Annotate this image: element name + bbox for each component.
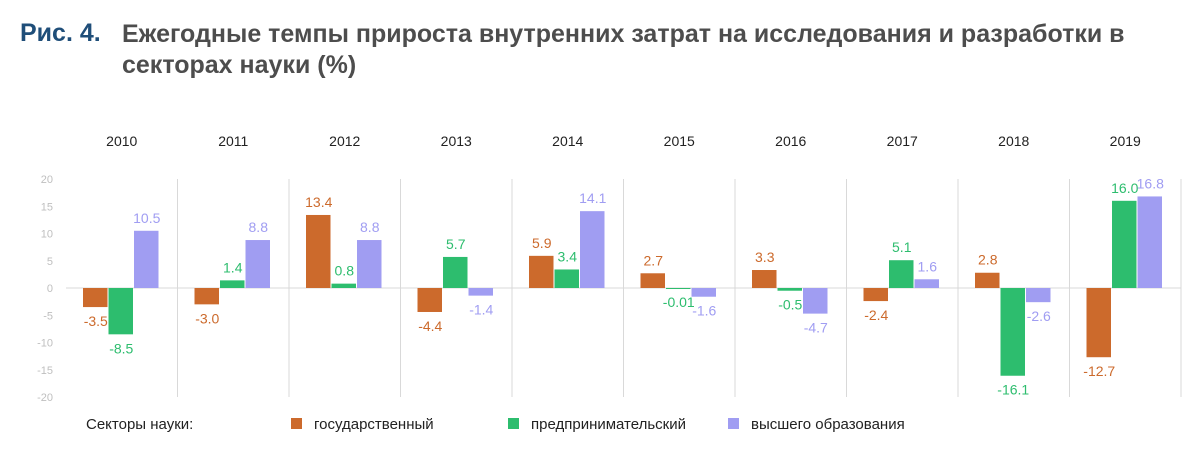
bar-edu [803, 288, 828, 314]
data-label-gov: 5.9 [532, 235, 552, 251]
bar-biz [666, 288, 691, 289]
data-label-biz: 16.0 [1111, 180, 1138, 196]
bar-biz [554, 269, 579, 288]
year-label: 2015 [664, 133, 695, 149]
data-label-gov: -3.0 [195, 310, 219, 326]
data-label-gov: 2.7 [644, 252, 664, 268]
year-label: 2014 [552, 133, 583, 149]
bar-biz [1000, 288, 1025, 376]
data-label-edu: -4.7 [804, 320, 828, 336]
data-label-biz: -16.1 [997, 382, 1029, 398]
data-label-biz: 5.1 [892, 239, 912, 255]
bar-biz [777, 288, 802, 291]
data-label-biz: -0.01 [663, 294, 695, 310]
data-label-edu: 10.5 [133, 210, 160, 226]
bar-gov [194, 288, 219, 305]
year-label: 2011 [218, 133, 248, 149]
bar-edu [691, 288, 716, 297]
y-tick-label: -5 [43, 310, 53, 322]
bar-edu [914, 279, 939, 288]
data-label-gov: 3.3 [755, 249, 775, 265]
bar-biz [889, 260, 914, 288]
legend-label-gov: государственный [314, 416, 434, 433]
data-label-edu: -2.6 [1027, 308, 1051, 324]
data-label-gov: 13.4 [305, 194, 332, 210]
y-tick-label: 20 [41, 174, 53, 186]
data-label-edu: 8.8 [249, 219, 269, 235]
y-tick-label: -10 [37, 338, 53, 350]
year-label: 2017 [887, 133, 918, 149]
bar-biz [220, 280, 245, 288]
data-label-edu: -1.4 [469, 302, 493, 318]
legend-label-biz: предпринимательский [531, 416, 686, 433]
data-label-edu: 8.8 [360, 219, 380, 235]
y-tick-label: 15 [41, 201, 53, 213]
data-label-gov: -4.4 [418, 318, 442, 334]
bar-gov [306, 214, 331, 288]
bar-gov [83, 288, 108, 308]
data-label-gov: -2.4 [864, 307, 888, 323]
bar-gov [417, 288, 442, 312]
bar-edu [468, 288, 493, 296]
year-label: 2010 [106, 133, 137, 149]
bar-gov [529, 255, 554, 288]
data-label-gov: -3.5 [84, 313, 108, 329]
data-label-biz: 3.4 [558, 248, 578, 264]
y-tick-label: 10 [41, 229, 53, 241]
legend-swatch-biz [508, 418, 519, 429]
bar-edu [245, 240, 270, 288]
y-tick-label: 5 [47, 256, 53, 268]
y-tick-label: -20 [37, 392, 53, 404]
bar-biz [443, 256, 468, 288]
bar-edu [580, 211, 605, 288]
data-label-biz: -8.5 [109, 340, 133, 356]
legend-swatch-edu [728, 418, 739, 429]
data-label-biz: -0.5 [778, 297, 802, 313]
y-tick-label: -15 [37, 365, 53, 377]
bar-biz [108, 288, 133, 335]
figure-title: Ежегодные темпы прироста внутренних затр… [122, 20, 1125, 79]
bar-gov [863, 288, 888, 302]
bar-edu [134, 230, 159, 288]
year-label: 2018 [998, 133, 1029, 149]
bar-gov [752, 270, 777, 288]
year-label: 2012 [329, 133, 360, 149]
bar-biz [1112, 200, 1137, 288]
legend-label-edu: высшего образования [751, 416, 905, 433]
bar-biz [331, 283, 356, 288]
data-label-gov: -12.7 [1083, 363, 1115, 379]
data-label-edu: -1.6 [692, 303, 716, 319]
data-label-biz: 5.7 [446, 236, 466, 252]
bar-gov [1086, 288, 1111, 358]
bar-edu [357, 240, 382, 288]
data-label-biz: 0.8 [335, 263, 355, 279]
legend-title: Секторы науки: [86, 416, 194, 433]
year-label: 2019 [1110, 133, 1141, 149]
data-label-biz: 1.4 [223, 259, 243, 275]
year-label: 2016 [775, 133, 806, 149]
bar-edu [1137, 196, 1162, 288]
legend-swatch-gov [291, 418, 302, 429]
figure-number: Рис. 4. [20, 19, 101, 47]
data-label-edu: 16.8 [1137, 175, 1164, 191]
bar-gov [640, 273, 665, 288]
data-label-gov: 2.8 [978, 252, 998, 268]
bar-gov [975, 272, 1000, 288]
data-label-edu: 14.1 [579, 190, 606, 206]
year-label: 2013 [441, 133, 472, 149]
data-label-edu: 1.6 [918, 258, 938, 274]
y-tick-label: 0 [47, 283, 53, 295]
bar-edu [1026, 288, 1051, 303]
legend: Секторы науки: государственный предприни… [0, 413, 1200, 437]
